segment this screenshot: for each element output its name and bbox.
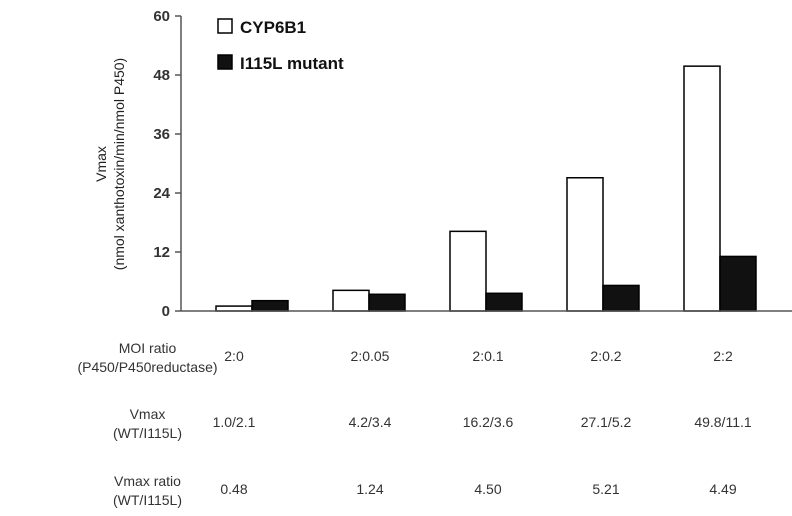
table-cell: 4.2/3.4 <box>348 414 392 430</box>
table-cell: 2:0.2 <box>590 348 622 364</box>
y-axis-label-line1: Vmax <box>93 146 109 182</box>
row-header-line2: (WT/I115L) <box>113 425 182 441</box>
bars <box>215 65 757 312</box>
y-tick-label: 0 <box>162 303 170 320</box>
table-cell: 4.49 <box>709 481 737 497</box>
y-tick-label: 36 <box>153 126 170 143</box>
table-cell: 27.1/5.2 <box>580 414 632 430</box>
table-cell: 2:2 <box>713 348 733 364</box>
row-header-line2: (P450/P450reductase) <box>77 359 218 375</box>
bar-i115l-mutant <box>719 255 757 312</box>
y-axis-label: Vmax (nmol xanthotoxin/min/nmol P450) <box>93 58 127 270</box>
row-header-line1: Vmax <box>129 406 166 422</box>
row-header-line1: MOI ratio <box>118 340 177 356</box>
legend: CYP6B1 I115L mutant <box>217 18 344 73</box>
y-axis-label-line2: (nmol xanthotoxin/min/nmol P450) <box>111 58 127 270</box>
bar-chart: Vmax (nmol xanthotoxin/min/nmol P450) 0 1… <box>93 8 792 320</box>
table-cell: 0.48 <box>220 481 248 497</box>
table-cell: 5.21 <box>592 481 620 497</box>
bar-cyp6b1 <box>449 230 487 312</box>
y-tick-label: 24 <box>153 185 170 202</box>
y-tick-label: 60 <box>153 8 170 25</box>
bar-i115l-mutant <box>251 299 289 312</box>
legend-label: I115L mutant <box>240 54 344 73</box>
y-axis-ticks: 0 12 24 36 48 60 <box>153 8 181 320</box>
bar-i115l-mutant <box>602 284 640 312</box>
y-tick-label: 12 <box>153 244 170 261</box>
table-cell: 1.0/2.1 <box>212 414 256 430</box>
legend-swatch <box>217 54 233 70</box>
bar-cyp6b1 <box>332 289 370 312</box>
row-header: Vmax ratio (WT/I115L) <box>40 472 255 510</box>
legend-swatch <box>217 18 233 34</box>
row-header-line1: Vmax ratio <box>114 473 181 489</box>
bar-i115l-mutant <box>368 293 406 312</box>
table-cell: 1.24 <box>356 481 384 497</box>
legend-label: CYP6B1 <box>240 18 306 37</box>
bar-cyp6b1 <box>683 65 721 312</box>
bar-cyp6b1 <box>566 177 604 312</box>
table-cell: 2:0 <box>224 348 244 364</box>
table-cell: 2:0.1 <box>472 348 504 364</box>
bar-i115l-mutant <box>485 292 523 312</box>
row-header: Vmax (WT/I115L) <box>40 405 255 443</box>
row-header-line2: (WT/I115L) <box>113 492 182 508</box>
y-tick-label: 48 <box>153 67 170 84</box>
row-header: MOI ratio (P450/P450reductase) <box>40 339 255 377</box>
table-cell: 16.2/3.6 <box>462 414 514 430</box>
table-cell: 2:0.05 <box>350 348 390 364</box>
table-cell: 4.50 <box>474 481 502 497</box>
table-cell: 49.8/11.1 <box>694 414 752 430</box>
